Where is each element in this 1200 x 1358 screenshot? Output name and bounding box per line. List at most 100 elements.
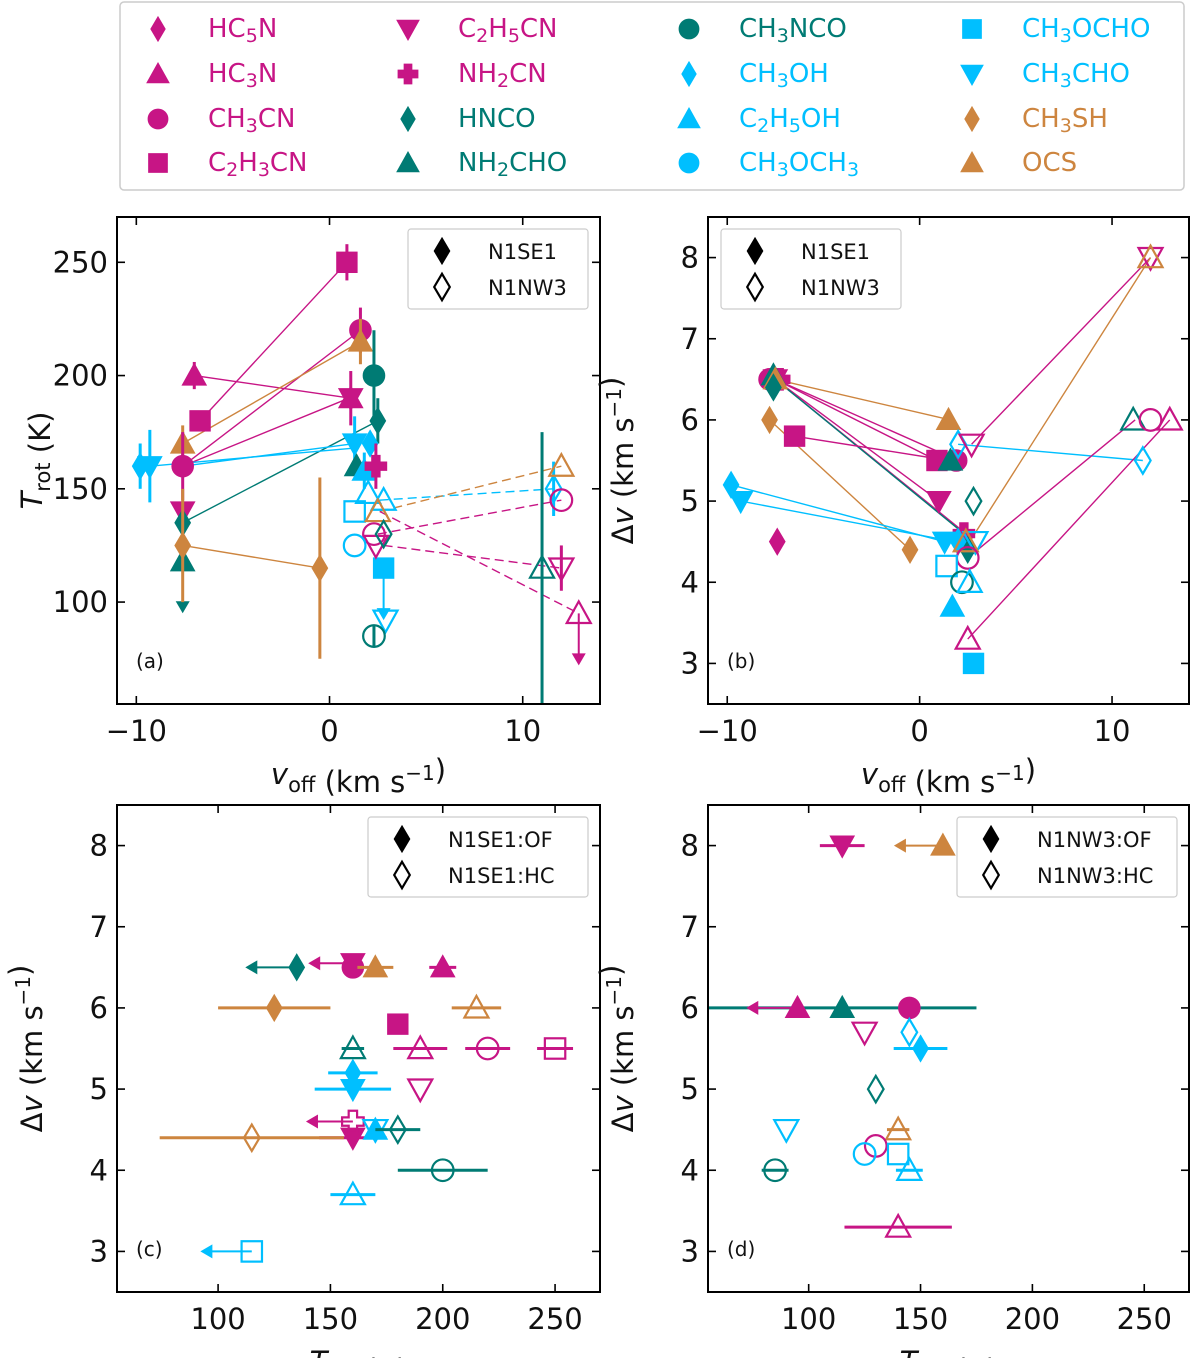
marker-circle-icon	[1138, 408, 1163, 432]
x-tick-label: 10	[504, 714, 541, 748]
marker-square-icon	[935, 554, 958, 578]
legend-marker-circle-icon	[147, 108, 169, 130]
data-point-ch3sh	[174, 488, 192, 603]
panel-legend-frame	[720, 228, 902, 310]
marker-square-icon	[543, 1037, 567, 1060]
marker-triangle-down-icon	[961, 530, 990, 556]
marker-circle-icon	[549, 488, 574, 513]
data-point-nh2cho	[937, 447, 964, 471]
data-point-c2h5oh	[354, 479, 383, 505]
legend-marker-triangle-up-icon	[677, 106, 701, 129]
marker-square-icon	[189, 410, 211, 432]
connector-line	[775, 378, 959, 462]
marker-triangle-down-icon	[1136, 246, 1165, 272]
data-point-ch3sh	[761, 405, 778, 435]
data-point-ocs	[1136, 243, 1165, 269]
data-point-c2h5cn	[957, 433, 986, 459]
y-axis-label: Trot (K)	[15, 412, 57, 510]
connector-line	[730, 484, 945, 543]
data-point-ch3cn	[549, 488, 574, 513]
marker-triangle-up-icon	[347, 328, 374, 352]
data-point-ch3cho	[961, 530, 990, 556]
y-tick-label: 8	[681, 241, 699, 275]
marker-square-icon	[962, 652, 985, 675]
legend-label: HC5N	[208, 14, 278, 47]
legend-label: HC3N	[208, 59, 278, 92]
marker-square-icon	[387, 1013, 409, 1035]
data-point-hc3n	[746, 994, 811, 1019]
data-point-c2h3cn	[387, 1013, 409, 1035]
y-tick-label: 7	[681, 910, 699, 944]
panel-legend-label: N1SE1	[488, 240, 557, 264]
panel-tag: (a)	[136, 649, 164, 673]
data-point-hnco	[964, 485, 983, 517]
x-tick-label: 10	[1094, 714, 1131, 748]
species-legend-frame	[119, 1, 1185, 191]
y-tick-label: 150	[53, 472, 108, 506]
marker-diamond-icon	[866, 1073, 885, 1105]
data-point-c2h5cn	[1136, 246, 1165, 272]
marker-triangle-down-icon	[957, 433, 986, 459]
panel-c: 100 150 200 250 3 4 5 6 7 8 Trot (K) Δv (km s−1) (c)…	[3, 804, 601, 1358]
marker-triangle-up-icon	[462, 993, 491, 1019]
data-point-c2h3cn	[783, 425, 806, 447]
panel-legend-label: N1SE1:HC	[448, 864, 555, 888]
marker-triangle-up-icon	[1155, 405, 1184, 431]
arrow-head-icon	[200, 1244, 213, 1259]
data-point-ch3och3	[342, 533, 367, 558]
data-point-ch3och3	[852, 1142, 877, 1166]
connector-line	[740, 500, 955, 543]
marker-square-icon	[886, 1142, 910, 1166]
x-axis-label: Trot (K)	[900, 1345, 998, 1358]
data-point-ch3nco	[397, 1158, 488, 1183]
panel-d: 100 150 200 250 3 4 5 6 7 8 Trot (K) Δv (km s−1) (d)…	[594, 804, 1190, 1358]
panel-legend-frame	[367, 816, 589, 898]
marker-triangle-up-icon	[829, 994, 856, 1019]
axes-frame	[707, 804, 1190, 1293]
marker-diamond-icon	[765, 373, 782, 402]
data-point-ch3cho	[371, 609, 400, 635]
marker-diamond-icon	[369, 406, 387, 436]
y-tick-label: 5	[90, 1072, 108, 1106]
legend-item-hc3n: HC3N	[146, 59, 278, 92]
panel-tag: (d)	[727, 1237, 755, 1261]
legend-label: CH3OCH3	[739, 148, 860, 181]
marker-triangle-up-icon	[1136, 243, 1165, 269]
panel-tag: (b)	[727, 649, 755, 673]
connector-line	[774, 378, 940, 502]
data-point-c2h3cn	[537, 1037, 574, 1060]
data-point-ch3cn	[465, 1036, 511, 1061]
marker-circle-icon	[763, 1158, 788, 1183]
data-point-ch3oh	[1133, 445, 1152, 476]
legend-label: CH3OH	[739, 59, 829, 92]
legend-item-ch3och3: CH3OCH3	[678, 148, 860, 181]
legend-marker-triangle-up-icon	[960, 150, 984, 173]
filled-diamond-icon	[746, 236, 764, 266]
marker-triangle-up-icon	[363, 497, 392, 523]
data-point-ch3oh	[722, 470, 740, 500]
marker-diamond-icon	[388, 1114, 407, 1146]
marker-triangle-down-icon	[340, 1127, 366, 1151]
x-tick-label: 100	[781, 1302, 836, 1336]
legend-label: C2H5CN	[458, 14, 558, 47]
legend-item-ch3cn: CH3CN	[147, 104, 295, 137]
data-point-ch3ocho	[886, 1142, 910, 1166]
y-tick-label: 200	[53, 359, 108, 393]
data-point-ch3oh	[361, 429, 379, 458]
marker-triangle-up-icon	[935, 406, 962, 431]
marker-triangle-up-icon	[337, 385, 364, 409]
data-point-c2h5cn	[819, 835, 865, 859]
panel-legend-label: N1NW3:HC	[1037, 864, 1153, 888]
legend-label: OCS	[1022, 148, 1078, 178]
connector-line	[194, 374, 351, 399]
legend-item-ocs: OCS	[960, 148, 1078, 178]
y-tick-label: 4	[681, 565, 699, 599]
marker-diamond-icon	[912, 1034, 929, 1063]
legend-label: C2H5OH	[739, 104, 841, 137]
data-point-ocs	[884, 1115, 913, 1141]
data-point-ocs	[547, 451, 576, 477]
panel-legend: N1SE1 N1NW3	[720, 228, 902, 310]
marker-plus-icon	[364, 454, 388, 478]
data-point-hc3n	[393, 1034, 448, 1060]
x-tick-label: 250	[1117, 1302, 1172, 1336]
